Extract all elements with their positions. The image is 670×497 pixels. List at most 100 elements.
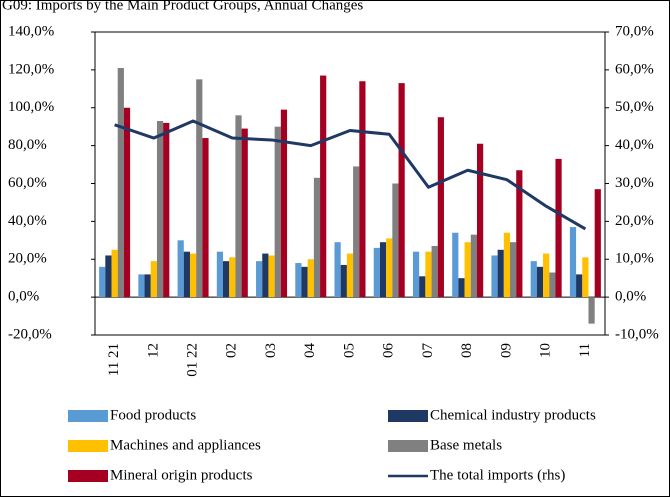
bar	[307, 259, 314, 298]
bar	[582, 257, 589, 298]
y-tick-label: 120,0%	[8, 61, 54, 77]
y2-tick-label: 20,0%	[615, 213, 654, 229]
x-tick-label: 10	[538, 343, 554, 358]
y-tick-label: 80,0%	[8, 137, 47, 153]
y2-tick-label: 0,0%	[615, 289, 646, 305]
bar	[346, 253, 354, 298]
bar	[295, 263, 302, 298]
y-tick-label: -20,0%	[8, 326, 52, 342]
x-tick-label: 08	[459, 343, 475, 358]
y-tick-label: 60,0%	[8, 175, 47, 191]
bar	[392, 183, 399, 298]
bar	[491, 255, 498, 298]
bar	[412, 251, 420, 298]
y2-tick-label: 60,0%	[615, 61, 654, 77]
y-tick-label: 0,0%	[8, 289, 39, 305]
bar	[196, 79, 203, 298]
bar	[150, 261, 157, 298]
bar	[470, 234, 477, 298]
bar	[379, 242, 387, 298]
bar	[177, 240, 184, 298]
bar	[594, 189, 601, 298]
x-tick-label: 09	[498, 343, 514, 358]
y2-tick-label: 10,0%	[615, 251, 654, 267]
bar	[334, 242, 341, 298]
bar	[452, 232, 459, 298]
x-tick-label: 12	[145, 343, 161, 358]
x-tick-label: 01 22	[185, 343, 201, 377]
legend-label: Mineral origin products	[110, 467, 253, 483]
bar	[555, 158, 562, 298]
bar	[431, 245, 438, 298]
bar	[569, 227, 577, 298]
x-tick-label: 05	[341, 343, 357, 358]
y-tick-label: 140,0%	[8, 23, 54, 39]
bar	[530, 261, 537, 298]
bar	[111, 249, 118, 298]
bar	[398, 83, 405, 298]
bar	[202, 138, 209, 298]
bar	[313, 177, 321, 298]
legend-label: Machines and appliances	[110, 437, 261, 453]
bar	[123, 107, 131, 298]
legend-swatch	[68, 410, 108, 422]
bar	[464, 242, 471, 298]
bar	[476, 143, 484, 298]
y2-tick-label: 30,0%	[615, 175, 654, 191]
line	[114, 119, 587, 231]
bar	[216, 251, 224, 298]
bar	[549, 272, 556, 298]
bar	[138, 274, 145, 298]
legend-swatch	[388, 410, 428, 422]
bar	[117, 67, 124, 298]
bar	[183, 251, 190, 298]
bar	[268, 255, 275, 298]
y2-tick-label: -10,0%	[615, 326, 659, 342]
legend-label: The total imports (rhs)	[430, 467, 565, 483]
y-tick-label: 20,0%	[8, 251, 47, 267]
x-tick-label: 11 21	[106, 343, 122, 376]
bar	[156, 121, 164, 298]
bar	[543, 253, 550, 298]
x-tick-label: 03	[263, 343, 279, 358]
y2-tick-label: 40,0%	[615, 137, 654, 153]
bar	[516, 170, 523, 298]
legend-swatch	[68, 470, 108, 482]
y-tick-label: 100,0%	[8, 99, 54, 115]
bar	[223, 261, 230, 298]
y2-tick-label: 70,0%	[615, 23, 654, 39]
legend-swatch	[388, 440, 428, 452]
bar	[262, 253, 269, 298]
bar	[274, 126, 281, 298]
bar	[99, 266, 106, 298]
bar	[510, 242, 517, 298]
bar	[241, 128, 248, 298]
bar	[497, 249, 504, 298]
chart-title: G09: Imports by the Main Product Groups,…	[2, 0, 363, 13]
bar	[588, 297, 595, 324]
bar	[536, 266, 544, 298]
bar	[189, 253, 197, 298]
bar	[386, 238, 393, 298]
bar	[353, 166, 360, 298]
legend-label: Food products	[110, 407, 196, 423]
bar	[320, 75, 327, 298]
bar	[458, 278, 465, 298]
bar	[163, 122, 170, 298]
x-tick-label: 04	[302, 343, 318, 359]
x-tick-label: 11	[577, 343, 593, 357]
x-tick-label: 06	[381, 343, 397, 359]
bar	[359, 81, 366, 298]
bar	[301, 266, 308, 298]
legend-swatch	[68, 440, 108, 452]
bar	[144, 274, 151, 298]
x-tick-label: 02	[224, 343, 240, 358]
bar	[235, 115, 242, 298]
bar	[419, 276, 426, 298]
bar	[576, 274, 583, 298]
bar	[280, 109, 288, 298]
y2-tick-label: 50,0%	[615, 99, 654, 115]
bar	[105, 255, 112, 298]
bar	[425, 251, 432, 298]
